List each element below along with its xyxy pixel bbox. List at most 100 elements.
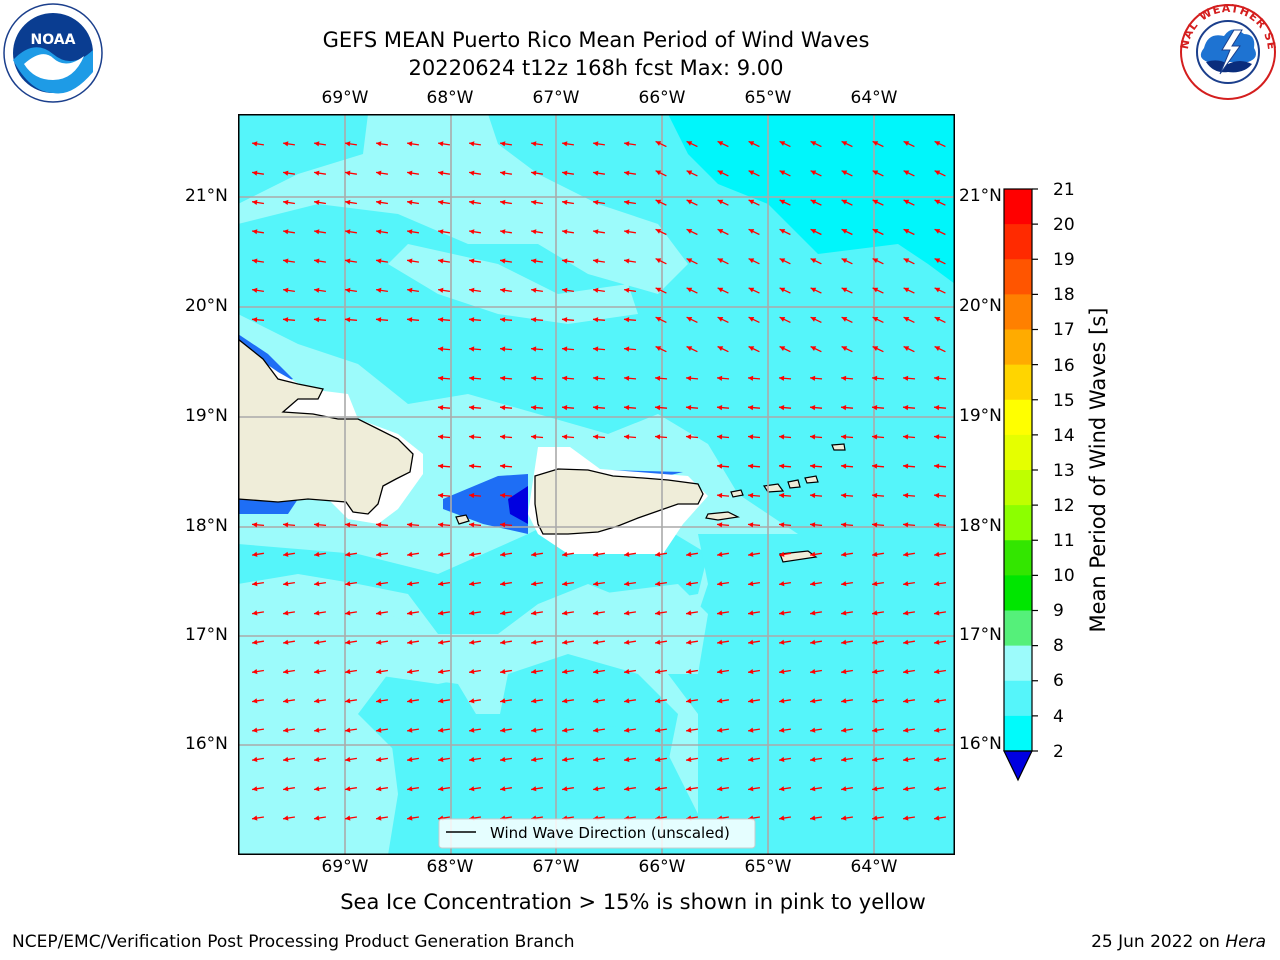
wave-direction-arrow bbox=[531, 170, 543, 176]
wave-direction-arrow bbox=[934, 170, 946, 177]
wave-direction-arrow bbox=[810, 170, 822, 177]
wave-direction-arrow bbox=[500, 170, 512, 176]
wave-direction-arrow bbox=[655, 551, 667, 557]
wave-direction-arrow bbox=[314, 551, 326, 557]
wave-direction-arrow bbox=[500, 727, 512, 733]
wave-direction-arrow bbox=[778, 405, 792, 411]
wave-direction-arrow bbox=[624, 610, 636, 616]
wave-direction-arrow bbox=[252, 786, 264, 792]
wave-direction-arrow bbox=[469, 287, 481, 293]
colorbar-tick: 20 bbox=[1053, 215, 1075, 235]
wave-direction-arrow bbox=[655, 756, 667, 762]
wave-direction-arrow bbox=[345, 581, 357, 587]
colorbar-band bbox=[1004, 575, 1032, 611]
wave-direction-arrow bbox=[934, 639, 946, 645]
wave-direction-arrow bbox=[872, 639, 884, 645]
colorbar-tick: 15 bbox=[1053, 391, 1075, 411]
wave-direction-arrow bbox=[376, 727, 388, 733]
wave-direction-arrow bbox=[779, 199, 791, 206]
wave-direction-arrow bbox=[654, 375, 668, 381]
wave-direction-arrow bbox=[469, 229, 481, 235]
wave-direction-arrow bbox=[779, 316, 791, 323]
wave-period-contour bbox=[658, 534, 955, 855]
wave-direction-arrow bbox=[282, 317, 296, 323]
lat-label-right: 17°N bbox=[959, 625, 1002, 645]
wave-direction-arrow bbox=[530, 434, 544, 440]
wave-direction-arrow bbox=[686, 170, 698, 177]
wave-direction-arrow bbox=[438, 756, 450, 762]
wave-direction-arrow bbox=[593, 610, 605, 616]
wave-direction-arrow bbox=[717, 316, 729, 323]
wave-direction-arrow bbox=[593, 199, 605, 205]
wave-direction-arrow bbox=[500, 669, 512, 675]
wave-direction-arrow bbox=[499, 317, 513, 323]
wave-direction-arrow bbox=[871, 434, 885, 440]
wave-direction-arrow bbox=[623, 434, 637, 440]
wave-direction-arrow bbox=[561, 375, 575, 381]
wave-direction-arrow bbox=[562, 258, 574, 264]
wave-direction-arrow bbox=[872, 228, 884, 236]
wave-direction-arrow bbox=[376, 756, 388, 762]
footer-date-text: 25 Jun 2022 on bbox=[1091, 932, 1226, 952]
wave-direction-arrow bbox=[779, 258, 791, 265]
wave-direction-arrow bbox=[747, 434, 761, 440]
wave-direction-arrow bbox=[562, 581, 574, 587]
wave-direction-arrow bbox=[345, 287, 357, 293]
wave-direction-arrow bbox=[437, 522, 451, 528]
island bbox=[831, 443, 846, 451]
wave-direction-arrow bbox=[500, 258, 512, 264]
wave-direction-arrow bbox=[748, 345, 760, 353]
wave-direction-arrow bbox=[872, 170, 884, 177]
wave-direction-arrow bbox=[686, 258, 698, 265]
wave-direction-arrow bbox=[376, 581, 388, 587]
wave-direction-arrow bbox=[810, 669, 822, 675]
legend-label: Wind Wave Direction (unscaled) bbox=[490, 824, 730, 842]
wave-direction-arrow bbox=[376, 141, 388, 147]
wave-direction-arrow bbox=[934, 258, 946, 265]
wave-direction-arrow bbox=[283, 756, 295, 762]
wave-direction-arrow bbox=[623, 346, 637, 352]
wave-direction-arrow bbox=[779, 698, 791, 704]
wave-direction-arrow bbox=[747, 375, 761, 381]
wave-direction-arrow bbox=[345, 551, 357, 557]
wave-direction-arrow bbox=[686, 287, 698, 294]
wave-direction-arrow bbox=[531, 141, 543, 147]
wave-direction-arrow bbox=[686, 639, 698, 645]
wave-direction-arrow bbox=[438, 581, 450, 587]
wave-direction-arrow bbox=[437, 405, 451, 411]
wave-direction-arrow bbox=[655, 727, 667, 733]
wave-direction-arrow bbox=[779, 581, 791, 587]
wave-direction-arrow bbox=[562, 639, 574, 645]
colorbar-band bbox=[1004, 540, 1032, 576]
colorbar-band bbox=[1004, 680, 1032, 717]
colorbar-band bbox=[1004, 505, 1032, 541]
wave-direction-arrow bbox=[252, 727, 264, 733]
wave-direction-arrow bbox=[562, 610, 574, 616]
island bbox=[787, 479, 801, 489]
wave-direction-arrow bbox=[252, 551, 264, 557]
wave-direction-arrow bbox=[748, 287, 760, 294]
colorbar-tick: 4 bbox=[1053, 707, 1064, 727]
wave-direction-arrow bbox=[314, 199, 326, 205]
wave-direction-arrow bbox=[841, 581, 853, 587]
wave-direction-arrow bbox=[562, 287, 574, 293]
wave-period-contour bbox=[238, 604, 488, 684]
lat-label-left: 18°N bbox=[185, 516, 228, 536]
wave-direction-arrow bbox=[779, 170, 791, 177]
wave-direction-arrow bbox=[841, 669, 853, 675]
wave-period-contour bbox=[668, 114, 955, 284]
sea-ice-note: Sea Ice Concentration > 15% is shown in … bbox=[340, 890, 926, 914]
island bbox=[730, 489, 744, 498]
wave-direction-arrow bbox=[934, 345, 946, 353]
wave-direction-arrow bbox=[376, 551, 388, 557]
wave-direction-arrow bbox=[252, 199, 264, 205]
wave-direction-arrow bbox=[748, 258, 760, 265]
wave-direction-arrow bbox=[468, 317, 482, 323]
wave-direction-arrow bbox=[376, 639, 388, 645]
wave-direction-arrow bbox=[376, 698, 388, 704]
wave-direction-arrow bbox=[748, 727, 760, 733]
wave-direction-arrow bbox=[933, 492, 947, 499]
wave-direction-arrow bbox=[469, 581, 481, 587]
wave-direction-arrow bbox=[624, 756, 636, 762]
wave-direction-arrow bbox=[716, 375, 730, 381]
